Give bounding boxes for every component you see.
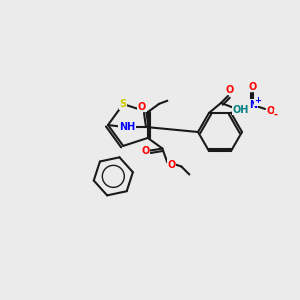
Text: OH: OH (233, 105, 249, 115)
Text: +: + (254, 96, 262, 105)
Text: O: O (138, 102, 146, 112)
Text: NH: NH (119, 122, 135, 132)
Text: O: O (226, 85, 234, 95)
Text: O: O (267, 106, 275, 116)
Text: O: O (141, 146, 149, 155)
Text: -: - (274, 110, 278, 120)
Text: S: S (120, 99, 127, 109)
Text: O: O (167, 160, 176, 170)
Text: N: N (249, 100, 257, 110)
Text: O: O (249, 82, 257, 92)
